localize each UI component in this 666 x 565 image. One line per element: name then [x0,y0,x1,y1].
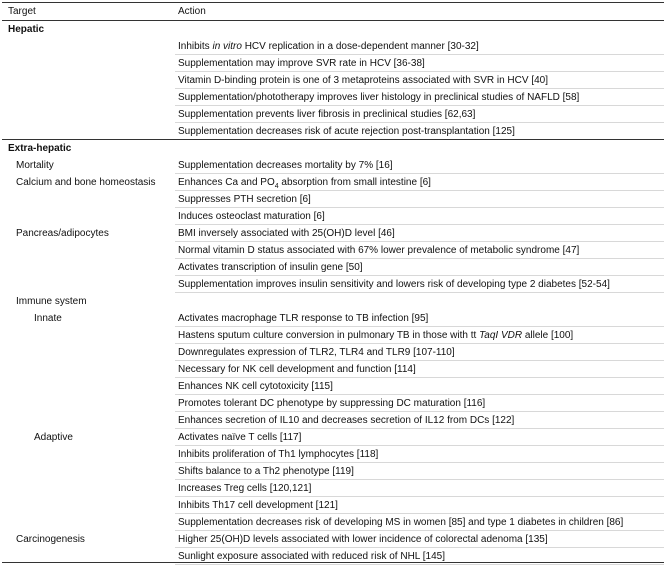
action-cell: Inhibits in vitro HCV replication in a d… [175,38,664,55]
italic-run: in vitro [212,41,242,52]
action-cell: Promotes tolerant DC phenotype by suppre… [175,395,664,412]
bottom-rule [2,562,664,563]
action-cell: Suppresses PTH secretion [6] [175,191,664,208]
action-cell: Activates naïve T cells [117] [175,429,664,446]
action-cell: Shifts balance to a Th2 phenotype [119] [175,463,664,480]
action-cell: Necessary for NK cell development and fu… [175,361,664,378]
text-run: allele [100] [522,330,574,341]
header-target: Target [8,6,36,17]
header-action: Action [178,6,206,17]
text-run: Inhibits [178,41,213,52]
section-rule [2,139,664,140]
action-cell: Higher 25(OH)D levels associated with lo… [175,531,664,548]
top-rule [2,2,664,3]
action-cell: Inhibits proliferation of Th1 lymphocyte… [175,446,664,463]
action-cell: Hastens sputum culture conversion in pul… [175,327,664,344]
subscript: 4 [274,183,279,190]
action-cell: Supplementation/phototherapy improves li… [175,89,664,106]
section-label: Extra-hepatic [8,143,72,154]
action-cell: Increases Treg cells [120,121] [175,480,664,497]
action-cell: Inhibits Th17 cell development [121] [175,497,664,514]
target-label: Pancreas/adipocytes [16,228,109,239]
action-cell: Sunlight exposure associated with reduce… [175,548,664,565]
target-label: Calcium and bone homeostasis [16,177,156,188]
target-label: Adaptive [34,432,73,443]
italic-run: TaqI VDR [479,330,523,341]
action-cell: Enhances Ca and PO4 absorption from smal… [175,174,664,191]
action-cell: Activates transcription of insulin gene … [175,259,664,276]
action-cell: Activates macrophage TLR response to TB … [175,310,664,327]
target-label: Carcinogenesis [16,534,85,545]
text-run: Enhances Ca and PO [178,177,275,188]
action-cell: Supplementation decreases mortality by 7… [175,157,664,174]
action-cell: Supplementation improves insulin sensiti… [175,276,664,293]
target-label: Immune system [16,296,87,307]
action-cell: Supplementation may improve SVR rate in … [175,55,664,72]
action-cell: Supplementation decreases risk of acute … [175,123,664,140]
action-cell: BMI inversely associated with 25(OH)D le… [175,225,664,242]
text-run: HCV replication in a dose-dependent mann… [241,41,479,52]
section-label: Hepatic [8,24,45,35]
header-rule [2,20,664,21]
action-cell: Vitamin D-binding protein is one of 3 me… [175,72,664,89]
action-cell: Downregulates expression of TLR2, TLR4 a… [175,344,664,361]
action-cell: Enhances secretion of IL10 and decreases… [175,412,664,429]
text-run: absorption from small intestine [6] [278,177,431,188]
text-run: Hastens sputum culture conversion in pul… [178,330,480,341]
action-cell: Supplementation prevents liver fibrosis … [175,106,664,123]
target-label: Mortality [16,160,54,171]
action-cell: Normal vitamin D status associated with … [175,242,664,259]
target-label: Innate [34,313,62,324]
action-cell: Supplementation decreases risk of develo… [175,514,664,531]
action-cell: Enhances NK cell cytotoxicity [115] [175,378,664,395]
action-cell: Induces osteoclast maturation [6] [175,208,664,225]
